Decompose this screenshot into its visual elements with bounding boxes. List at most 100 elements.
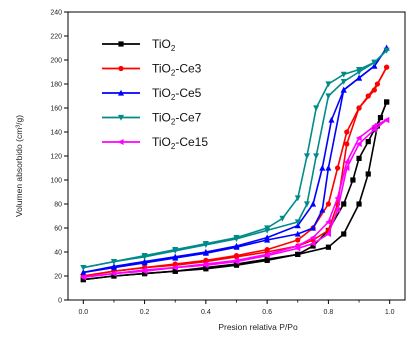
- data-point: [233, 261, 240, 267]
- data-point: [172, 268, 178, 274]
- data-point: [344, 129, 350, 135]
- data-point: [118, 65, 124, 72]
- data-point: [141, 254, 148, 260]
- x-tick-label: 0.4: [201, 309, 211, 316]
- y-tick-label: 80: [54, 202, 62, 209]
- data-point: [325, 219, 332, 225]
- data-point: [172, 254, 179, 261]
- y-axis-label: Volumen absorbido (cm³/g): [14, 115, 24, 217]
- y-tick-label: 0: [58, 298, 62, 305]
- data-point: [80, 277, 86, 283]
- legend-label: TiO2-Ce15: [152, 135, 208, 151]
- legend-item: TiO2-Ce5: [102, 86, 202, 102]
- data-point: [263, 252, 270, 259]
- legend-label: TiO2-Ce7: [152, 111, 202, 127]
- data-point: [313, 105, 320, 112]
- data-point: [118, 114, 124, 121]
- legend-label-name: TiO: [152, 37, 171, 51]
- legend-label-suffix: -Ce3: [175, 62, 201, 76]
- x-tick-label: 0.8: [324, 309, 334, 316]
- data-point: [309, 240, 316, 247]
- data-point: [110, 264, 117, 271]
- data-point: [328, 116, 335, 123]
- data-point: [356, 201, 362, 207]
- x-tick-label: 0.6: [262, 309, 272, 316]
- y-tick-label: 20: [54, 274, 62, 281]
- data-point: [335, 165, 341, 171]
- data-point: [355, 135, 362, 141]
- data-point: [294, 230, 301, 237]
- legend-label-name: TiO: [152, 62, 171, 76]
- data-point: [110, 270, 117, 277]
- data-point: [110, 259, 117, 265]
- data-point: [303, 201, 310, 208]
- data-point: [310, 200, 317, 207]
- data-point: [279, 215, 286, 222]
- data-point: [325, 81, 332, 88]
- legend-label-suffix: -Ce7: [175, 111, 201, 125]
- x-tick-label: 0.0: [78, 309, 88, 316]
- y-tick-label: 140: [50, 130, 62, 137]
- data-point: [325, 93, 332, 100]
- legend-label-subscript: 2: [171, 93, 176, 102]
- y-tick-label: 40: [54, 250, 62, 257]
- y-tick-label: 120: [50, 154, 62, 161]
- data-point: [344, 141, 350, 147]
- data-point: [80, 269, 87, 275]
- x-tick-label: 0.2: [140, 309, 150, 316]
- data-point: [80, 274, 86, 281]
- data-point: [350, 177, 356, 183]
- data-point: [303, 153, 310, 160]
- legend-item: TiO2-Ce15: [102, 135, 208, 151]
- data-point: [117, 139, 124, 145]
- data-point: [294, 195, 301, 202]
- data-point: [355, 141, 362, 147]
- series-tio2-ce5: [80, 44, 390, 275]
- data-point: [374, 123, 381, 129]
- data-point: [141, 268, 148, 275]
- data-point: [233, 244, 240, 250]
- data-point: [202, 262, 209, 269]
- data-point: [172, 264, 178, 271]
- series-line-desorption: [83, 101, 388, 281]
- data-point: [371, 59, 378, 66]
- data-point: [309, 234, 316, 241]
- legend-label-subscript: 2: [171, 142, 176, 151]
- data-point: [80, 265, 87, 271]
- y-axis-ticks: 0 20 40 60 80 100 120 140 160 180 200 220 240: [50, 10, 68, 305]
- data-point: [325, 164, 332, 171]
- data-point: [334, 207, 341, 213]
- legend-label-subscript: 2: [171, 69, 176, 78]
- legend-label-suffix: -Ce5: [175, 86, 201, 100]
- y-tick-label: 180: [50, 82, 62, 89]
- data-point: [371, 62, 378, 69]
- legend-item: TiO2: [102, 37, 176, 53]
- data-point: [356, 155, 362, 161]
- series-layer: [80, 44, 390, 283]
- y-tick-label: 160: [50, 106, 62, 113]
- series-line-adsorption: [83, 49, 388, 269]
- data-point: [383, 117, 390, 123]
- data-point: [141, 259, 148, 266]
- y-tick-label: 100: [50, 178, 62, 185]
- legend-label: TiO2-Ce5: [152, 86, 202, 102]
- data-point: [264, 256, 270, 262]
- series-line-adsorption: [83, 66, 388, 277]
- data-point: [202, 242, 209, 248]
- legend-label-name: TiO: [152, 86, 171, 100]
- legend-label-name: TiO: [152, 111, 171, 125]
- data-point: [172, 248, 179, 254]
- data-point: [325, 244, 332, 250]
- data-point: [264, 236, 271, 243]
- y-tick-label: 220: [50, 34, 62, 41]
- data-point: [340, 71, 347, 78]
- data-point: [371, 126, 377, 133]
- data-point: [264, 227, 271, 234]
- data-point: [343, 159, 350, 165]
- data-point: [310, 224, 317, 231]
- legend-label: TiO2-Ce3: [152, 62, 202, 78]
- y-tick-label: 60: [54, 226, 62, 233]
- x-tick-label: 1.0: [385, 309, 395, 316]
- data-point: [313, 153, 320, 160]
